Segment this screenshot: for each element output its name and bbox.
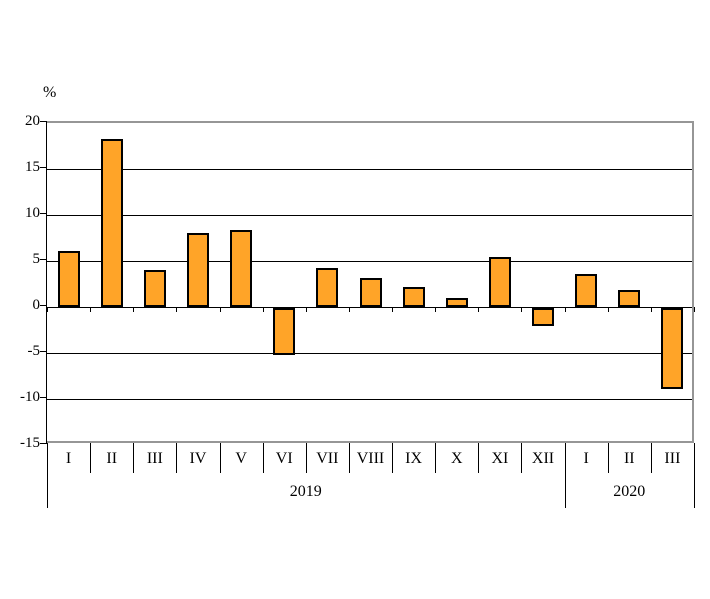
y-tick-label: 5	[32, 251, 41, 267]
y-tick-mark	[40, 351, 47, 352]
x-axis-zero-line	[47, 307, 692, 308]
month-label: I	[65, 450, 72, 467]
x-axis-tick	[478, 307, 480, 312]
gridline	[47, 215, 692, 216]
y-tick-mark	[40, 213, 47, 214]
y-tick-mark	[40, 121, 47, 122]
category-separator	[305, 443, 307, 473]
x-axis-tick	[694, 307, 695, 312]
gridline	[47, 169, 692, 170]
y-axis-line	[46, 121, 47, 443]
year-label: 2020	[613, 483, 646, 500]
month-label: II	[623, 450, 635, 467]
category-separator	[564, 443, 566, 508]
x-axis-tick	[435, 307, 437, 312]
month-label: VII	[316, 450, 339, 467]
x-axis-tick	[90, 307, 92, 312]
month-label: XII	[531, 450, 555, 467]
bar	[230, 229, 253, 307]
month-label: II	[106, 450, 118, 467]
y-tick-label: 0	[32, 297, 41, 313]
category-separator	[521, 443, 523, 473]
bar	[618, 289, 641, 307]
x-axis-tick	[392, 307, 394, 312]
month-label: XI	[491, 450, 509, 467]
bar	[316, 268, 339, 307]
bar	[359, 277, 382, 307]
category-separator	[47, 443, 48, 508]
x-axis-tick	[219, 307, 221, 312]
month-label: VI	[275, 450, 293, 467]
bar	[186, 233, 209, 307]
y-tick-label: 20	[25, 113, 40, 129]
bar	[532, 308, 555, 327]
bar	[402, 286, 425, 307]
bar	[488, 257, 511, 307]
plot-area	[47, 121, 695, 443]
y-tick-mark	[40, 397, 47, 398]
category-separator	[435, 443, 437, 473]
category-separator	[348, 443, 350, 473]
category-separator	[478, 443, 480, 473]
y-tick-label: -15	[20, 435, 40, 451]
category-separator	[133, 443, 135, 473]
y-tick-label: 10	[25, 205, 40, 221]
category-separator	[262, 443, 264, 473]
gridline	[47, 399, 692, 400]
month-label: III	[146, 450, 163, 467]
y-tick-mark	[40, 443, 47, 444]
month-label: III	[664, 450, 681, 467]
category-separator	[607, 443, 609, 473]
category-separator	[392, 443, 394, 473]
bar	[57, 250, 80, 307]
y-tick-label: 15	[25, 159, 40, 175]
bar	[273, 308, 296, 355]
x-axis-tick	[176, 307, 178, 312]
x-axis-tick	[262, 307, 264, 312]
x-axis-tick	[650, 307, 652, 312]
bar	[661, 308, 684, 389]
y-tick-label: -5	[27, 343, 41, 359]
bar	[445, 297, 468, 307]
x-axis-tick	[47, 307, 48, 312]
x-axis-tick	[305, 307, 307, 312]
y-tick-label: -10	[20, 389, 40, 405]
bar	[143, 270, 166, 307]
month-label: IX	[405, 450, 423, 467]
y-tick-mark	[40, 259, 47, 260]
y-tick-mark	[40, 167, 47, 168]
gridline	[47, 261, 692, 262]
y-tick-mark	[40, 305, 47, 306]
month-label: I	[583, 450, 589, 467]
bar	[575, 273, 598, 307]
month-label: IV	[189, 450, 207, 467]
category-separator	[650, 443, 652, 473]
month-label: VIII	[356, 450, 385, 467]
category-separator	[90, 443, 92, 473]
x-axis-tick	[133, 307, 135, 312]
year-label: 2019	[289, 483, 322, 500]
gridline	[47, 353, 692, 354]
x-axis-tick	[607, 307, 609, 312]
x-axis-tick	[348, 307, 350, 312]
x-axis-tick	[564, 307, 566, 312]
y-axis-unit-label: %	[43, 84, 57, 101]
category-separator	[219, 443, 221, 473]
category-separator	[694, 443, 695, 508]
month-label: V	[235, 450, 247, 467]
category-separator	[176, 443, 178, 473]
bar	[100, 138, 123, 307]
month-label: X	[450, 450, 463, 467]
x-axis-tick	[521, 307, 523, 312]
